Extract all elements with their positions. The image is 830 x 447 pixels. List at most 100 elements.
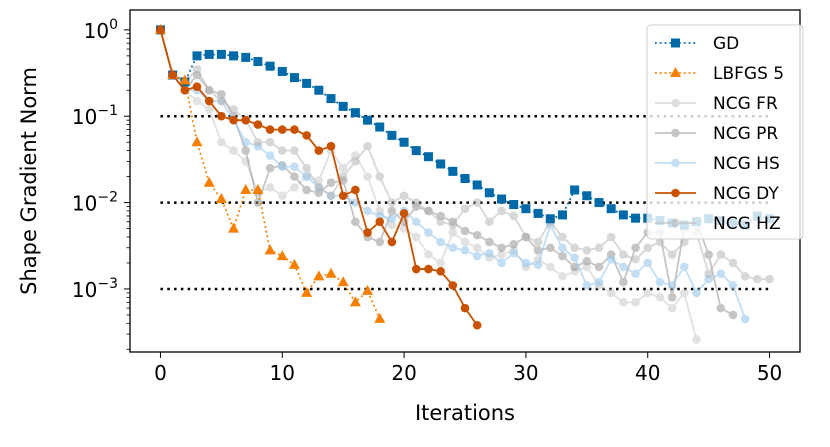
- data-point-ncg-hz: [643, 243, 653, 253]
- data-point-ncg-fr: [679, 288, 689, 298]
- data-point-gd: [399, 137, 409, 147]
- data-point-gd: [338, 101, 348, 111]
- legend-marker: [671, 158, 680, 168]
- data-point-ncg-pr: [326, 178, 336, 187]
- legend-entry: [655, 128, 696, 138]
- data-point-gd: [265, 61, 275, 71]
- data-point-ncg-hz: [204, 85, 214, 95]
- data-point-ncg-hz: [765, 274, 774, 284]
- data-point-ncg-hz: [716, 250, 726, 259]
- data-point-ncg-fr: [460, 237, 470, 247]
- data-point-ncg-hz: [728, 258, 738, 268]
- data-point-lbfgs-5: [374, 312, 386, 323]
- data-point-ncg-hz: [399, 191, 409, 201]
- data-point-ncg-hs: [277, 162, 287, 172]
- data-point-ncg-hz: [679, 237, 689, 247]
- data-point-ncg-hs: [631, 269, 640, 279]
- legend-label: NCG FR: [713, 94, 778, 114]
- legend-marker: [670, 67, 681, 77]
- x-tick-label: 30: [513, 361, 538, 385]
- data-point-ncg-pr: [619, 277, 628, 287]
- data-point-gd: [411, 146, 421, 156]
- data-point-ncg-pr: [253, 198, 263, 207]
- data-point-ncg-pr: [533, 246, 543, 255]
- data-point-gd: [277, 66, 287, 76]
- data-point-ncg-dy: [204, 96, 214, 106]
- data-point-ncg-dy: [424, 264, 433, 274]
- data-point-ncg-dy: [351, 185, 360, 195]
- data-point-ncg-hz: [229, 105, 238, 114]
- legend-entry: [655, 38, 696, 48]
- data-point-ncg-dy: [302, 131, 311, 140]
- legend-marker: [671, 98, 680, 108]
- data-point-gd: [448, 166, 458, 176]
- series-ncg-dy: [156, 25, 482, 330]
- legend-marker: [671, 188, 680, 198]
- data-point-gd: [216, 49, 226, 59]
- y-axis-label: Shape Gradient Norm: [17, 67, 41, 295]
- data-point-gd: [423, 152, 433, 162]
- data-point-ncg-pr: [241, 146, 251, 155]
- data-point-ncg-hz: [375, 172, 385, 181]
- data-point-ncg-hs: [606, 255, 616, 264]
- data-point-ncg-dy: [375, 217, 385, 227]
- data-point-ncg-hz: [533, 237, 543, 247]
- data-point-ncg-hz: [485, 217, 494, 227]
- data-point-ncg-fr: [472, 243, 482, 253]
- data-point-ncg-hs: [436, 237, 445, 247]
- data-point-gd: [460, 174, 470, 184]
- data-point-ncg-pr: [582, 256, 592, 266]
- x-axis-label: Iterations: [415, 401, 515, 425]
- data-point-ncg-hs: [424, 228, 433, 237]
- data-point-ncg-hz: [606, 232, 616, 242]
- data-point-ncg-hz: [253, 137, 263, 147]
- legend-label: GD: [713, 34, 739, 54]
- data-point-ncg-hz: [265, 137, 275, 147]
- data-point-ncg-fr: [265, 183, 275, 192]
- data-point-ncg-hs: [716, 269, 726, 279]
- data-point-gd: [533, 208, 543, 218]
- data-point-lbfgs-5: [228, 222, 240, 233]
- data-point-ncg-pr: [265, 163, 275, 173]
- data-point-ncg-dy: [217, 111, 226, 121]
- data-point-ncg-dy: [229, 115, 238, 125]
- data-point-ncg-dy: [387, 237, 397, 247]
- data-point-ncg-dy: [338, 191, 348, 201]
- data-point-ncg-dy: [460, 303, 470, 313]
- data-point-lbfgs-5: [179, 74, 191, 85]
- x-tick-label: 20: [391, 361, 416, 385]
- data-point-ncg-dy: [265, 125, 275, 134]
- data-point-gd: [363, 115, 373, 125]
- data-point-gd: [387, 130, 397, 140]
- data-point-ncg-hz: [558, 232, 567, 242]
- data-point-gd: [314, 85, 324, 95]
- y-tick-label: 10−1: [72, 103, 118, 129]
- legend-entry: [655, 67, 696, 77]
- data-point-ncg-hs: [387, 214, 397, 224]
- data-point-ncg-hz: [472, 198, 482, 207]
- data-point-ncg-hz: [753, 274, 762, 284]
- data-point-gd: [484, 188, 494, 198]
- data-point-ncg-hs: [619, 262, 628, 272]
- legend-label: LBFGS 5: [713, 64, 784, 84]
- data-point-ncg-dy: [241, 115, 251, 125]
- data-point-ncg-hz: [387, 198, 397, 207]
- data-point-ncg-fr: [606, 288, 616, 298]
- legend-marker: [671, 38, 680, 48]
- data-point-ncg-hz: [497, 206, 506, 216]
- data-point-ncg-hs: [667, 281, 677, 290]
- data-point-ncg-pr: [302, 185, 311, 195]
- data-point-ncg-fr: [192, 96, 202, 106]
- legend: GD LBFGS 5 NCG FR NCG PR NCG HS NCG DY NCG HZ: [646, 24, 804, 240]
- data-point-lbfgs-5: [313, 270, 325, 281]
- series-lbfgs-5: [154, 23, 386, 323]
- data-point-ncg-hs: [558, 243, 567, 253]
- data-point-ncg-pr: [545, 243, 555, 253]
- data-point-lbfgs-5: [191, 136, 203, 147]
- data-point-ncg-fr: [277, 191, 287, 201]
- legend-label: NCG HS: [713, 154, 780, 174]
- data-point-ncg-dy: [290, 125, 299, 134]
- data-point-lbfgs-5: [325, 267, 337, 278]
- data-point-ncg-hs: [290, 162, 299, 172]
- data-point-ncg-hs: [655, 277, 665, 287]
